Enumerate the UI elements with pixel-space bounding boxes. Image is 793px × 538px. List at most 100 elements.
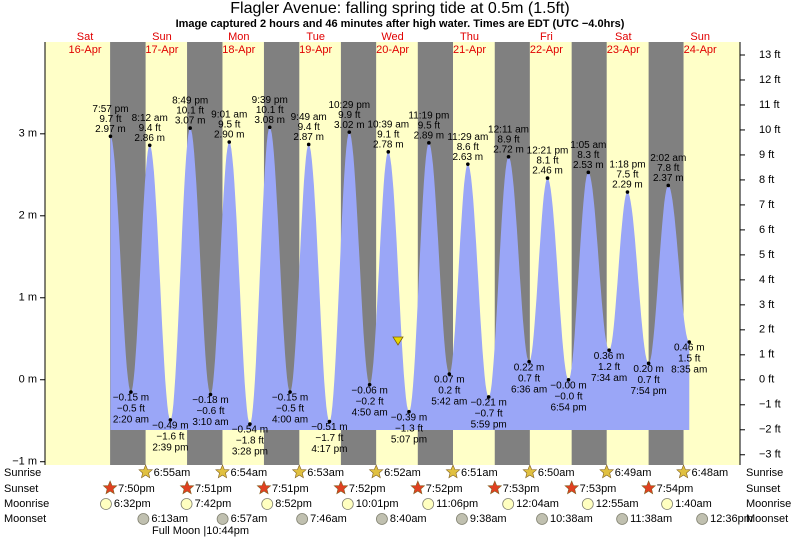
tide-extreme [527,359,531,364]
day-date: 16-Apr [68,44,101,56]
tide-label: −1.3 ft [395,423,423,434]
sunrise-time: 6:51am [461,467,498,479]
tide-extreme [208,392,213,397]
day-date: 24-Apr [684,44,717,56]
tide-extreme [586,170,591,175]
tide-label: 5:59 pm [471,420,507,431]
tide-label: 1.5 ft [678,354,700,365]
y2-tick-label: 4 ft [759,274,774,286]
sunset-time: 7:51pm [272,483,309,495]
day-name: Tue [306,31,325,43]
tide-label: 9.1 ft [377,129,399,140]
day-name: Sat [615,31,632,43]
day-name: Wed [381,31,403,43]
sunrise-icon [215,464,230,479]
tide-extreme [129,390,133,394]
tide-label: 3.08 m [254,115,285,126]
moonrise-time: 8:52pm [275,498,312,510]
sunset-icon [179,480,195,495]
tide-label: 9.9 ft [338,110,360,121]
day-date: 21-Apr [453,44,486,56]
sunset-time: 7:50pm [118,483,155,495]
tide-label: 4:00 am [272,415,308,426]
y2-tick-label: 10 ft [759,124,780,136]
moonset-time: 7:46am [310,513,347,525]
moonset-icon [216,513,229,525]
tide-label: 8.1 ft [536,156,558,167]
moonset-icon [616,513,629,525]
tide-label: −0.00 m [550,380,586,391]
moonrise-icon [581,498,594,510]
day-name: Fri [540,31,553,43]
tide-extreme [327,419,332,424]
sunset-icon [256,480,272,495]
sunset-icon [641,480,657,495]
tide-extreme [545,176,550,180]
y2-tick-label: 3 ft [759,299,774,311]
y2-tick-label: 8 ft [759,174,774,186]
tide-extreme [607,348,611,353]
tide-extreme [447,372,452,376]
tide-label: −1.8 ft [236,436,264,447]
tide-label: −0.5 ft [117,404,145,415]
tide-label: 3:10 am [192,417,228,428]
y2-tick-label: 13 ft [759,49,780,61]
tide-label: 1:05 am [570,140,606,151]
moonrise-icon [661,498,673,510]
tide-extreme [687,340,692,344]
tide-label: −0.21 m [470,398,506,409]
sunrise-time: 6:50am [538,467,575,479]
sunrise-icon [522,464,538,479]
tide-label: 9.5 ft [418,120,440,131]
tide-extreme [248,422,252,426]
sunset-time: 7:54pm [657,483,694,495]
tide-label: 2.29 m [612,180,643,191]
y2-tick-label: 11 ft [759,99,780,111]
moonset-time: 6:57am [231,513,268,525]
day-date: 22-Apr [530,44,563,56]
tide-label: 3:28 pm [232,447,268,458]
tide-label: 0.22 m [514,362,545,373]
row-label: Sunrise [4,467,41,479]
tide-extreme [347,130,352,134]
y2-tick-label: −3 ft [759,449,781,461]
tide-extreme [506,154,511,159]
tide-extreme [288,390,292,394]
tide-label: 3.02 m [334,120,365,131]
tide-label: 12:11 am [488,124,529,135]
row-label: Sunset [4,483,38,495]
tide-extreme [566,377,571,382]
tide-area [110,127,690,431]
tide-label: −0.06 m [351,385,387,396]
sunrise-time: 6:55am [154,467,191,479]
day-name: Sun [152,31,172,43]
tide-label: 2:02 am [650,153,686,164]
sunrise-time: 6:52am [384,467,421,479]
tide-label: −0.2 ft [356,396,384,407]
tide-label: 2.89 m [414,130,445,141]
moonset-icon [696,513,709,525]
tide-label: −0.15 m [113,393,149,404]
full-moon: Full Moon |10:44pm [152,525,249,537]
tide-label: 0.46 m [674,343,705,354]
day-name: Sun [690,31,710,43]
tide-label: 10:29 pm [328,100,370,111]
day-date: 19-Apr [299,44,332,56]
tide-label: 10.1 ft [176,106,204,117]
y2-tick-label: 0 ft [759,374,774,386]
tide-extreme [168,418,173,422]
tide-label: 2.46 m [532,166,563,177]
y2-tick-label: 9 ft [759,149,774,161]
tide-label: 0.2 ft [438,386,460,397]
moonrise-icon [180,498,193,510]
tide-extreme [147,143,152,148]
moonrise-time: 7:42pm [195,498,232,510]
y-tick-label: 0 m [19,374,37,386]
tide-label: 9.4 ft [139,123,161,134]
tide-label: 9.4 ft [298,122,320,133]
moonset-time: 12:36pm [710,513,753,525]
tide-label: 1.2 ft [598,362,620,373]
tide-label: 9:39 pm [252,95,288,106]
sunrise-icon [676,464,691,479]
sunset-icon [102,480,118,495]
